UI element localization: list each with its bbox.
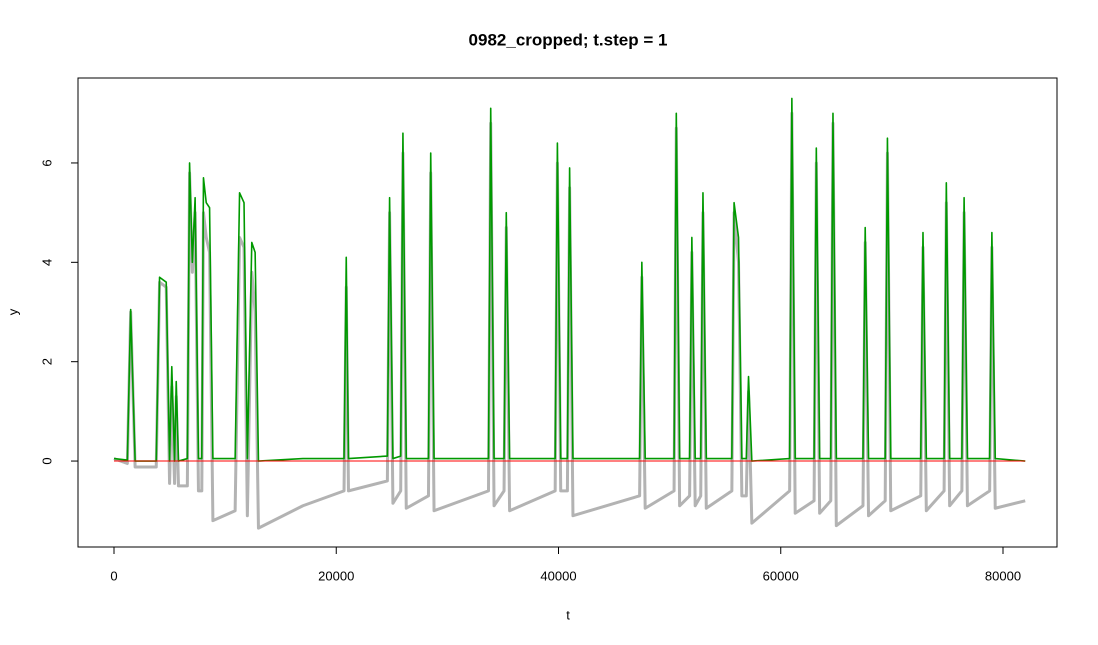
data-line: [113, 97, 1026, 462]
y-axis-label: y: [5, 308, 20, 315]
plot-frame: [77, 77, 1058, 548]
chart-title: 0982_cropped; t.step = 1: [469, 30, 668, 49]
x-tick-label: 0: [110, 568, 117, 583]
x-tick-label: 20000: [318, 568, 354, 583]
y-tick-label: 2: [39, 358, 54, 365]
x-tick-label: 60000: [763, 568, 799, 583]
x-axis-label: t: [566, 607, 570, 622]
y-tick-label: 0: [39, 457, 54, 464]
y-tick-label: 6: [39, 159, 54, 166]
x-tick-label: 80000: [985, 568, 1021, 583]
y-tick-label: 4: [39, 259, 54, 266]
x-tick-label: 40000: [540, 568, 576, 583]
